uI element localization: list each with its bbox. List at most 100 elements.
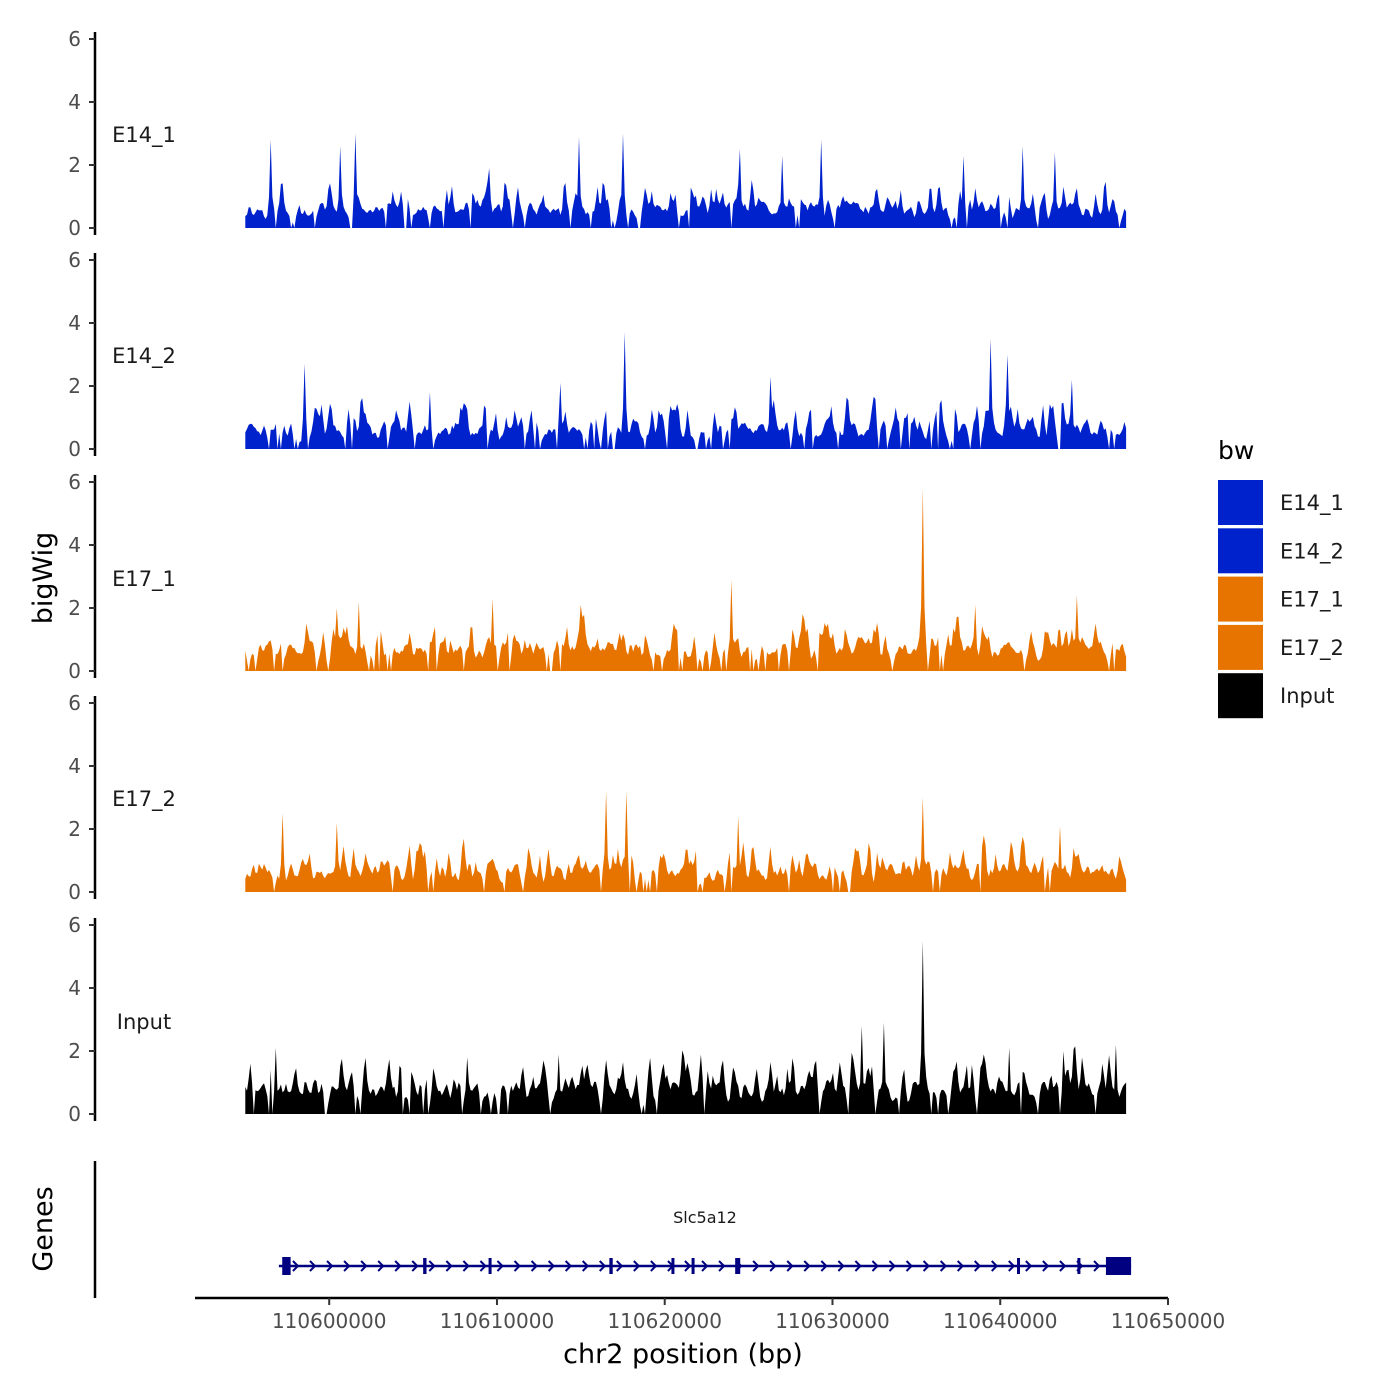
strand-arrow — [1059, 1260, 1067, 1272]
strand-arrow — [496, 1260, 504, 1272]
strand-arrow — [888, 1260, 896, 1272]
strand-arrow — [411, 1260, 419, 1272]
strand-arrow — [530, 1260, 538, 1272]
strand-arrow — [939, 1260, 948, 1272]
strand-arrow — [292, 1260, 300, 1272]
y-tick-label: 2 — [68, 374, 81, 398]
strand-arrow — [786, 1260, 794, 1272]
legend-label: E14_1 — [1280, 491, 1344, 516]
x-tick-label: 110650000 — [1111, 1309, 1226, 1333]
strand-arrow — [752, 1260, 760, 1272]
legend-label: E17_2 — [1280, 636, 1344, 661]
strand-arrow — [564, 1260, 573, 1272]
strand-arrow — [871, 1260, 879, 1272]
genes-axis-title: Genes — [28, 1186, 59, 1271]
gene-Slc5a12: Slc5a12 — [278, 1208, 1132, 1275]
strand-arrow — [599, 1260, 607, 1272]
y-tick-label: 4 — [68, 90, 81, 114]
strand-arrow — [445, 1260, 453, 1272]
signal-area-E17_2 — [245, 791, 1127, 892]
x-tick-label: 110630000 — [775, 1309, 890, 1333]
track-label: E14_1 — [112, 123, 176, 148]
legend-key-E14_1 — [1218, 480, 1263, 525]
strand-arrow — [581, 1260, 590, 1272]
track-E17_1: 0 2 4 6 E17_1 — [68, 470, 1127, 683]
strand-arrow — [820, 1260, 828, 1272]
exon — [282, 1257, 291, 1275]
x-tick-label: 110610000 — [440, 1309, 555, 1333]
strand-arrow — [973, 1260, 982, 1272]
strand-arrow — [616, 1260, 624, 1272]
exon — [671, 1258, 675, 1274]
legend-label: E17_1 — [1280, 588, 1344, 613]
y-tick-label: 0 — [68, 880, 81, 904]
strand-arrow — [360, 1260, 368, 1272]
track-label: E17_1 — [112, 567, 176, 592]
track-label: Input — [117, 1010, 171, 1034]
y-tick-label: 6 — [68, 913, 81, 937]
y-tick-label: 0 — [68, 216, 81, 240]
strand-arrow — [718, 1260, 726, 1272]
y-tick-label: 4 — [68, 754, 81, 778]
exon — [488, 1258, 492, 1274]
strand-arrow — [547, 1260, 556, 1272]
legend-key-E17_2 — [1218, 624, 1263, 670]
strand-arrow — [922, 1260, 930, 1272]
x-axis: 110600000 110610000 110620000 110630000 1106… — [195, 1296, 1226, 1333]
y-tick-label: 0 — [68, 437, 81, 461]
legend-label: E14_2 — [1280, 539, 1344, 564]
exon — [1105, 1257, 1132, 1275]
strand-arrow — [394, 1260, 402, 1272]
exon — [1077, 1258, 1081, 1274]
track-label: E17_2 — [112, 787, 176, 812]
strand-arrow — [650, 1260, 658, 1272]
y-tick-label: 2 — [68, 1039, 81, 1063]
strand-arrow — [1008, 1260, 1016, 1272]
y-tick-label: 2 — [68, 817, 81, 841]
x-tick-label: 110600000 — [272, 1309, 387, 1333]
track-label: E14_2 — [112, 344, 176, 369]
track-Input: 0 2 4 6 Input — [68, 913, 1127, 1126]
strand-arrow — [854, 1260, 862, 1272]
legend: bw E14_1 E14_2 E17_1 E17_2 Input — [1218, 436, 1344, 719]
strand-arrow — [991, 1260, 999, 1272]
signal-area-E14_2 — [245, 332, 1127, 449]
strand-arrow — [803, 1260, 811, 1272]
x-tick-label: 110640000 — [943, 1309, 1058, 1333]
y-tick-label: 4 — [68, 976, 81, 1000]
y-tick-label: 0 — [68, 659, 81, 683]
legend-title: bw — [1218, 436, 1254, 465]
strand-arrow — [343, 1260, 351, 1272]
strand-arrow — [377, 1260, 385, 1272]
x-tick-label: 110620000 — [607, 1309, 722, 1333]
strand-arrow — [479, 1260, 487, 1272]
strand-arrow — [1025, 1260, 1033, 1272]
strand-arrow — [956, 1260, 965, 1272]
exon — [691, 1258, 695, 1274]
genes-panel: Slc5a12 — [93, 1161, 1132, 1298]
signal-area-E17_1 — [245, 488, 1127, 671]
signal-area-E14_1 — [245, 133, 1127, 228]
gene-label: Slc5a12 — [673, 1208, 737, 1227]
legend-key-Input — [1218, 673, 1263, 719]
strand-arrow — [309, 1260, 317, 1272]
y-tick-label: 4 — [68, 311, 81, 335]
strand-arrow — [701, 1260, 709, 1272]
y-axis-title: bigWig — [28, 532, 59, 625]
strand-arrow — [905, 1260, 913, 1272]
signal-area-Input — [245, 940, 1127, 1114]
track-E14_1: 0 2 4 6 E14_1 — [68, 27, 1127, 240]
strand-arrow — [769, 1260, 777, 1272]
track-E17_2: 0 2 4 6 E17_2 — [68, 691, 1127, 904]
strand-arrow — [633, 1260, 641, 1272]
legend-label: Input — [1280, 684, 1334, 708]
strand-arrow — [513, 1260, 521, 1272]
legend-key-E14_2 — [1218, 528, 1263, 574]
signal-tracks: 0 2 4 6 E14_1 0 2 4 6 E14_2 0 2 4 6 E17_1 0 2 4 6 E17_2 0 2 4 6… — [68, 27, 1127, 1126]
y-tick-label: 2 — [68, 153, 81, 177]
y-tick-label: 2 — [68, 596, 81, 620]
exon — [735, 1258, 741, 1274]
y-tick-label: 6 — [68, 248, 81, 272]
y-tick-label: 6 — [68, 470, 81, 494]
